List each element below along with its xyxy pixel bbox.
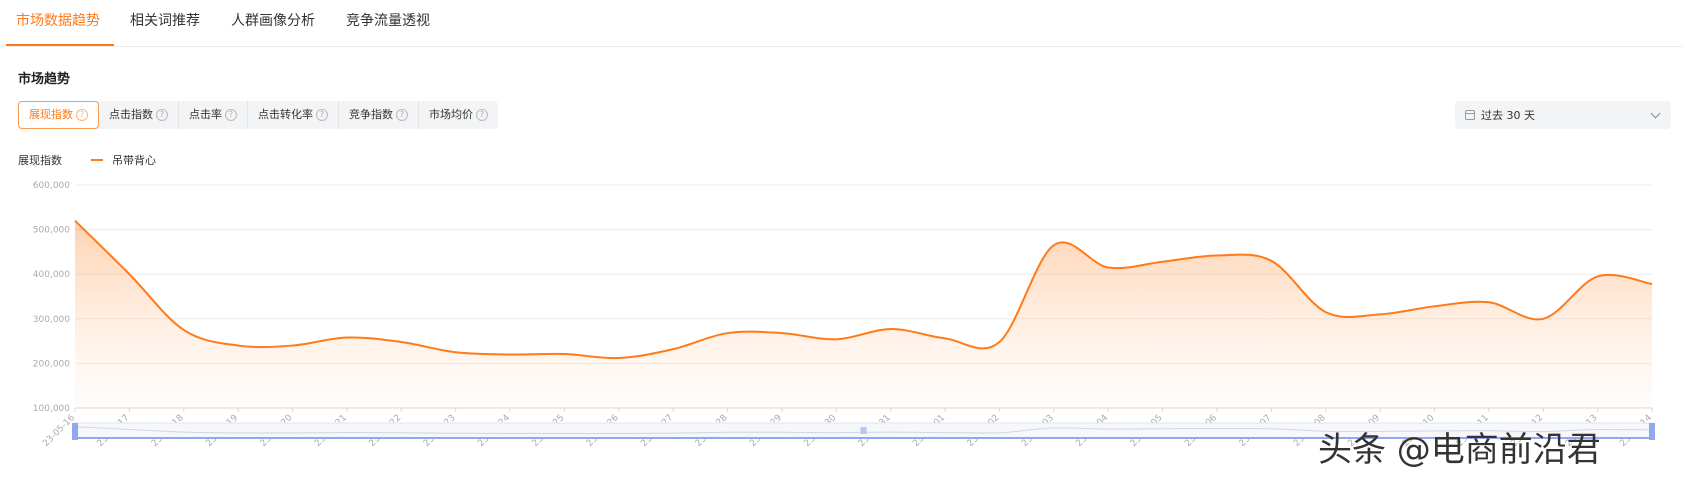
metric-label: 点击转化率	[258, 108, 313, 121]
help-icon[interactable]: ?	[76, 109, 88, 121]
metric-selector: 展现指数? 点击指数? 点击率? 点击转化率? 竞争指数? 市场均价?	[18, 101, 498, 129]
metric-competition-index[interactable]: 竞争指数?	[339, 101, 419, 129]
date-range-select[interactable]: 过去 30 天	[1455, 101, 1671, 129]
active-tab-indicator	[6, 44, 114, 46]
zoom-handle-middle[interactable]	[860, 427, 867, 434]
data-point[interactable]	[1378, 312, 1382, 316]
zoom-handle-left[interactable]	[72, 423, 78, 440]
metric-label: 市场均价	[429, 108, 473, 121]
trend-chart: 100,000 200,000 300,000 400,000 500,000 600,0…	[33, 181, 1655, 449]
data-point[interactable]	[508, 352, 512, 356]
metric-label: 点击指数	[109, 108, 153, 121]
metric-label: 展现指数	[29, 108, 73, 121]
data-point[interactable]	[1432, 304, 1436, 308]
date-range-value: 过去 30 天	[1481, 109, 1535, 122]
zoom-range-bar	[75, 437, 1652, 439]
data-point[interactable]	[1215, 253, 1219, 257]
data-point[interactable]	[943, 336, 947, 340]
data-point[interactable]	[780, 331, 784, 335]
data-point[interactable]	[127, 272, 131, 276]
data-point[interactable]	[834, 337, 838, 341]
zoom-handle-right[interactable]	[1649, 423, 1655, 440]
metric-click-index[interactable]: 点击指数?	[99, 101, 179, 129]
data-point[interactable]	[1052, 243, 1056, 247]
data-point[interactable]	[182, 328, 186, 332]
y-tick-label: 200,000	[33, 359, 70, 369]
legend-metric-label: 展现指数	[18, 154, 62, 167]
metric-conversion-rate[interactable]: 点击转化率?	[248, 101, 339, 129]
x-tick-label: 23-05-16	[41, 413, 77, 449]
data-point[interactable]	[726, 331, 730, 335]
help-icon[interactable]: ?	[396, 109, 408, 121]
watermark: 头条 @电商前沿君	[1318, 430, 1601, 470]
y-tick-label: 300,000	[33, 315, 70, 325]
metric-impression-index[interactable]: 展现指数?	[18, 101, 99, 129]
help-icon[interactable]: ?	[316, 109, 328, 121]
data-point[interactable]	[1650, 282, 1654, 286]
tab-related-words[interactable]: 相关词推荐	[130, 13, 200, 29]
legend-series-label[interactable]: 吊带背心	[112, 154, 156, 167]
data-point[interactable]	[671, 347, 675, 351]
data-point[interactable]	[617, 356, 621, 360]
series-line[interactable]	[74, 219, 1653, 360]
data-point[interactable]	[1161, 260, 1165, 264]
data-point[interactable]	[73, 219, 77, 223]
tab-market-trend[interactable]: 市场数据趋势	[16, 13, 100, 29]
help-icon[interactable]: ?	[156, 109, 168, 121]
metric-label: 竞争指数	[349, 108, 393, 121]
y-tick-label: 100,000	[33, 404, 70, 414]
tab-audience-profile[interactable]: 人群画像分析	[231, 13, 315, 29]
tab-bar: 市场数据趋势 相关词推荐 人群画像分析 竞争流量透视	[0, 0, 1682, 47]
calendar-icon	[1465, 110, 1475, 120]
metric-click-rate[interactable]: 点击率?	[179, 101, 248, 129]
data-point[interactable]	[1487, 300, 1491, 304]
data-point[interactable]	[399, 340, 403, 344]
data-point[interactable]	[889, 327, 893, 331]
y-axis: 100,000 200,000 300,000 400,000 500,000 600,0…	[33, 181, 70, 414]
data-zoom-slider[interactable]	[72, 422, 1655, 440]
chevron-down-icon	[1650, 108, 1661, 119]
metric-market-avg-price[interactable]: 市场均价?	[419, 101, 498, 129]
help-icon[interactable]: ?	[225, 109, 237, 121]
data-point[interactable]	[562, 352, 566, 356]
data-point[interactable]	[1106, 266, 1110, 270]
data-point[interactable]	[1596, 274, 1600, 278]
section-title: 市场趋势	[18, 72, 71, 87]
help-icon[interactable]: ?	[476, 109, 488, 121]
legend-line-icon	[91, 159, 103, 161]
data-point[interactable]	[454, 350, 458, 354]
metric-label: 点击率	[189, 108, 222, 121]
data-point[interactable]	[1324, 310, 1328, 314]
data-point[interactable]	[236, 344, 240, 348]
data-point[interactable]	[1541, 317, 1545, 321]
y-tick-label: 500,000	[33, 226, 70, 236]
series-area	[75, 220, 1652, 408]
data-point[interactable]	[997, 340, 1001, 344]
tab-competition-traffic[interactable]: 竞争流量透视	[346, 13, 430, 29]
data-point[interactable]	[345, 336, 349, 340]
y-tick-label: 600,000	[33, 181, 70, 191]
chart-legend: 展现指数 吊带背心	[18, 152, 156, 168]
data-point[interactable]	[1269, 259, 1273, 263]
y-tick-label: 400,000	[33, 270, 70, 280]
data-point[interactable]	[291, 344, 295, 348]
